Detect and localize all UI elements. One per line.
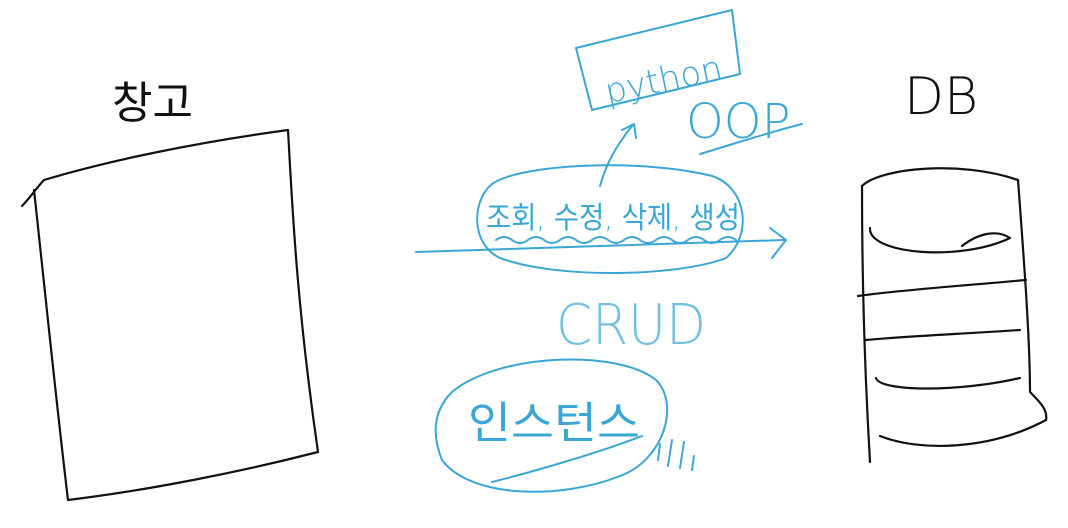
db-cylinder-right-side (1016, 178, 1048, 422)
middle-annotations: python OOP 조회, 수정, 삭제, 생성 CRUD 인스턴스 (415, 9, 803, 493)
db-ring-1 (868, 226, 1012, 254)
arrow-to-python-head (621, 123, 637, 139)
warehouse-label: 창고 (112, 78, 193, 129)
crud-label: CRUD (556, 293, 706, 358)
db-cylinder-top (860, 167, 1020, 188)
instance-oval (434, 358, 669, 493)
instance-ellipsis-marks (657, 439, 695, 471)
db-ring-3 (864, 328, 1022, 342)
db-ring-2 (856, 278, 1028, 298)
oop-underline (699, 123, 803, 155)
instance-label: 인스턴스 (468, 398, 640, 449)
instance-underline (491, 435, 643, 483)
crud-korean-wavy-underline (495, 236, 737, 244)
db-group: DB (856, 67, 1048, 464)
python-box-outline (575, 9, 741, 111)
db-label: DB (904, 67, 978, 127)
warehouse-box-outline (20, 128, 320, 502)
crud-korean-label: 조회, 수정, 삭제, 생성 (486, 201, 740, 236)
db-cylinder-left-side (860, 184, 872, 464)
horizontal-arrow (415, 239, 785, 253)
warehouse-group: 창고 (20, 78, 320, 502)
horizontal-arrow-head (769, 227, 787, 259)
db-ring-4 (874, 376, 1022, 390)
oop-label: OOP (686, 94, 791, 150)
arrow-to-python (599, 125, 633, 187)
db-bottom (878, 418, 1048, 447)
